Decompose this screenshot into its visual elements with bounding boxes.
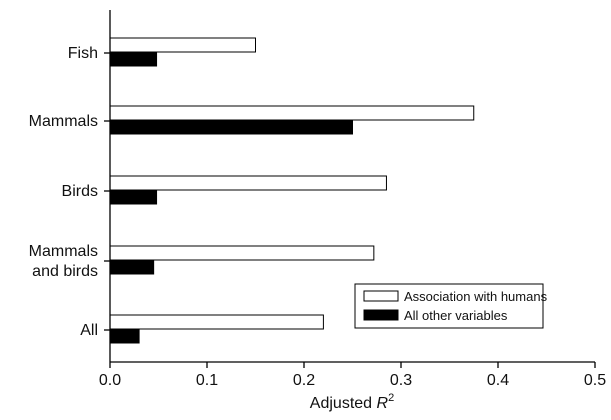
- category-label-3-line-0: Mammals: [29, 243, 98, 260]
- category-label-0-line-0: Fish: [68, 45, 98, 62]
- category-label-4: All: [80, 322, 98, 339]
- bar-1-series-0: [109, 105, 475, 121]
- plot-area: 0.0 0.1 0.2 0.3 0.4 0.5 Fish Mammals Birds Mamma…: [29, 10, 606, 389]
- bar-3-series-0: [109, 245, 375, 261]
- x-tick-label-4: 0.4: [487, 372, 509, 389]
- bar-0-series-0: [109, 37, 256, 53]
- x-ticks-group: 0.0 0.1 0.2 0.3 0.4 0.5: [99, 362, 606, 389]
- x-tick-label-1: 0.1: [196, 372, 218, 389]
- bar-4-series-0: [109, 314, 324, 330]
- category-label-1: Mammals: [29, 113, 98, 130]
- bar-3-series-1: [109, 259, 155, 275]
- x-axis-title: Adjusted R2: [310, 392, 394, 412]
- legend-label-other: All other variables: [404, 308, 508, 323]
- category-label-3-line-1: and birds: [32, 263, 98, 280]
- x-axis-title-r: R: [377, 395, 389, 412]
- legend-swatch-other: [363, 309, 399, 321]
- category-label-2: Birds: [62, 183, 98, 200]
- x-tick-label-3: 0.3: [390, 372, 412, 389]
- y-ticks-group: [104, 52, 110, 331]
- bar-2-series-0: [109, 175, 387, 191]
- category-label-3: Mammals and birds: [29, 243, 98, 280]
- bar-4-series-1: [109, 328, 140, 344]
- category-label-2-line-0: Birds: [62, 183, 98, 200]
- x-tick-label-2: 0.2: [293, 372, 315, 389]
- x-axis-title-text: Adjusted: [310, 395, 372, 412]
- legend-label-association: Association with humans: [404, 289, 548, 304]
- x-axis-title-sup: 2: [388, 392, 394, 404]
- category-label-4-line-0: All: [80, 322, 98, 339]
- bar-1-series-1: [109, 119, 353, 135]
- bar-0-series-1: [109, 51, 158, 67]
- legend-swatch-association: [363, 290, 399, 302]
- category-label-0: Fish: [68, 45, 98, 62]
- bar-2-series-1: [109, 189, 158, 205]
- x-tick-label-5: 0.5: [584, 372, 606, 389]
- x-tick-label-0: 0.0: [99, 372, 121, 389]
- category-labels-group: Fish Mammals Birds Mammals and birds All: [29, 45, 98, 339]
- category-label-1-line-0: Mammals: [29, 113, 98, 130]
- legend: Association with humans All other variab…: [354, 283, 548, 329]
